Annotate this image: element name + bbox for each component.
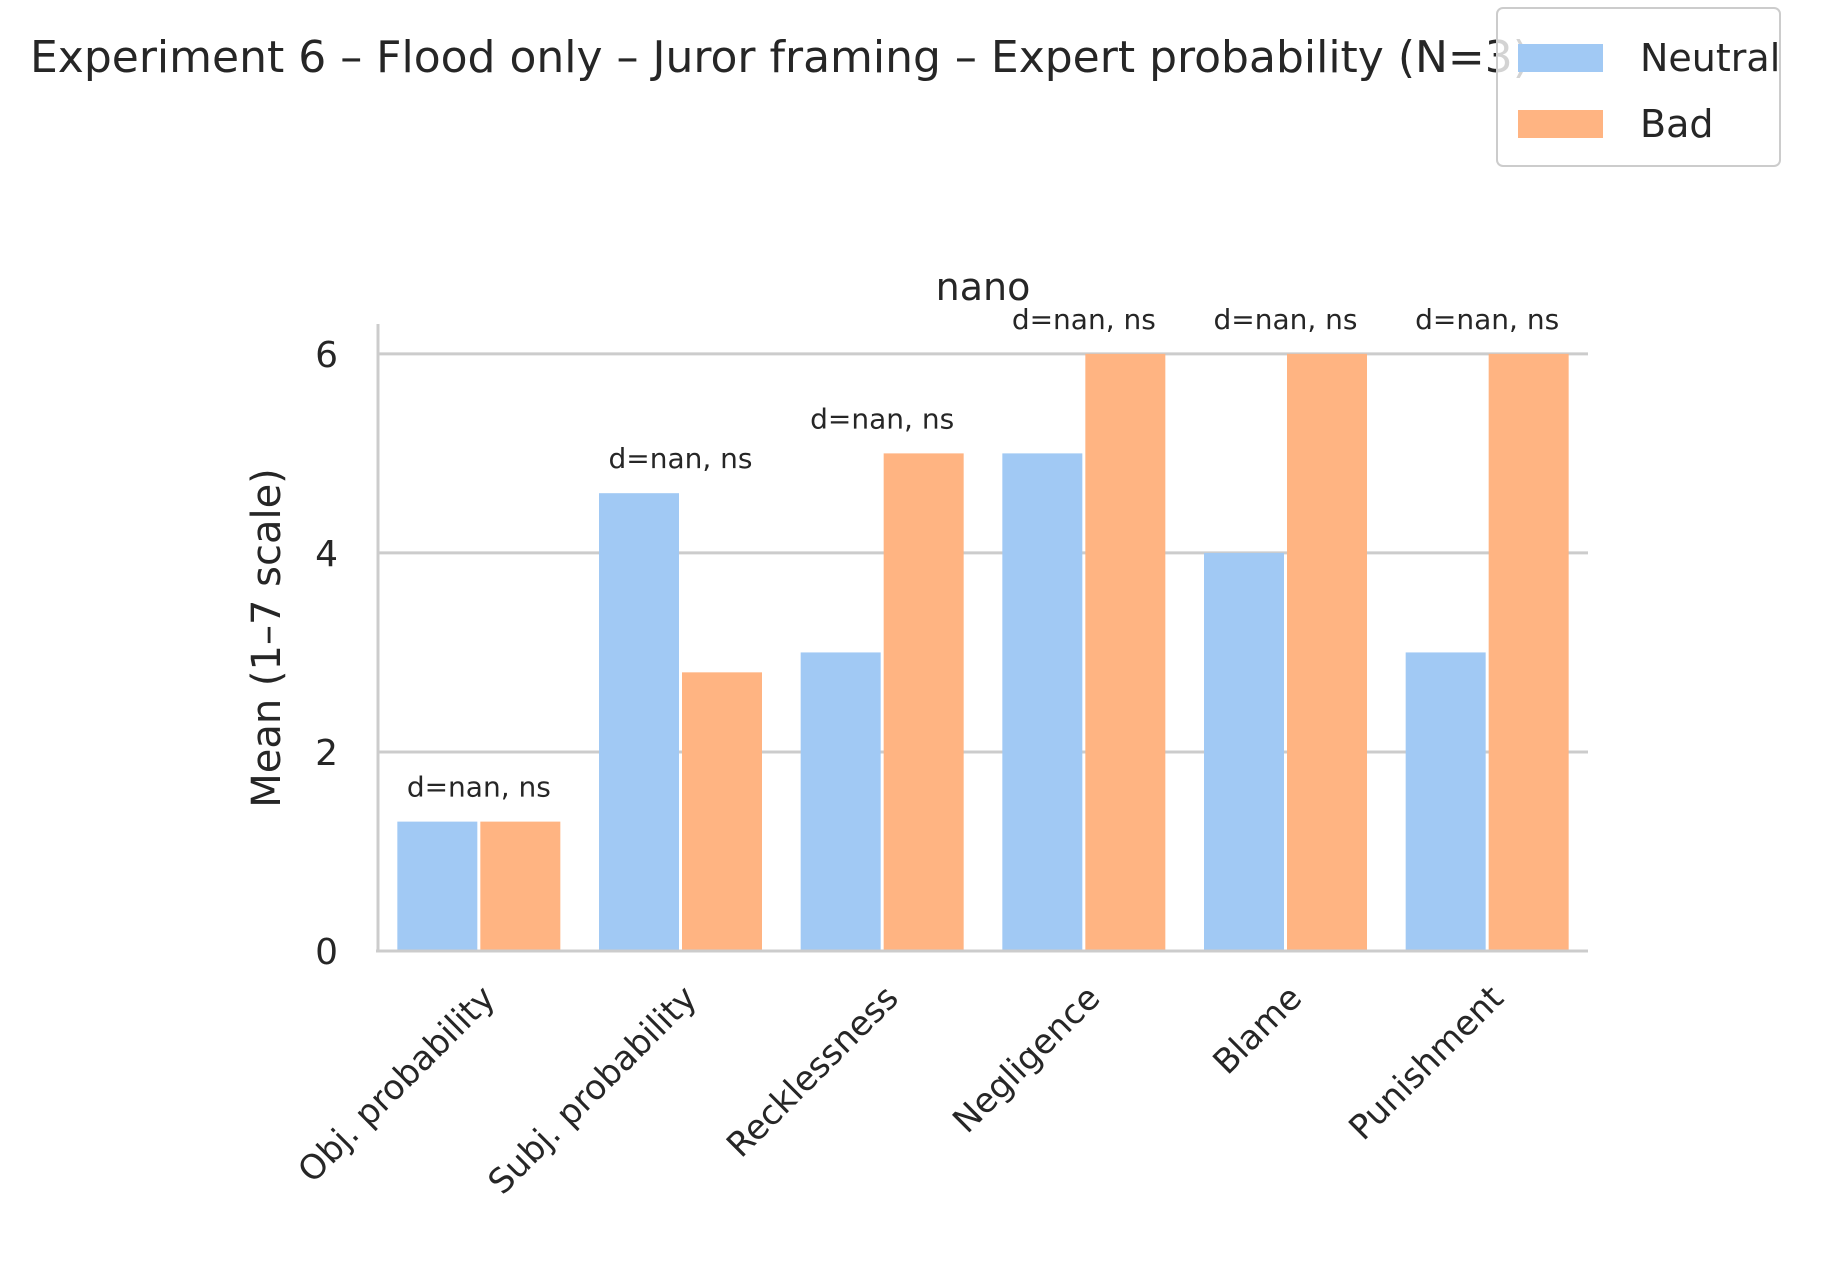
y-tick-label: 6 bbox=[315, 335, 338, 376]
y-tick-labels: 0 2 4 6 bbox=[315, 335, 338, 973]
significance-annotation: d=nan, ns bbox=[1213, 303, 1357, 336]
bar-bad bbox=[480, 821, 561, 951]
legend-swatch-neutral bbox=[1518, 44, 1603, 72]
y-tick-label: 2 bbox=[315, 733, 338, 774]
bar-bad bbox=[1287, 353, 1367, 951]
y-tick-label: 4 bbox=[315, 534, 338, 575]
significance-annotation: d=nan, ns bbox=[407, 771, 551, 804]
y-axis-label: Mean (1–7 scale) bbox=[244, 468, 290, 808]
bar-neutral bbox=[1002, 453, 1083, 951]
axes bbox=[376, 324, 1588, 953]
x-tick-label: Blame bbox=[1205, 978, 1309, 1082]
legend-label-neutral: Neutral bbox=[1640, 36, 1780, 80]
bar-neutral bbox=[397, 821, 478, 951]
x-tick-label: Subj. probability bbox=[481, 978, 705, 1202]
bar-bad bbox=[682, 672, 762, 951]
x-tick-label: Recklessness bbox=[719, 978, 906, 1165]
chart-title: Experiment 6 – Flood only – Juror framin… bbox=[30, 32, 1530, 83]
x-tick-label: Obj. probability bbox=[290, 978, 503, 1191]
bar-bad bbox=[1488, 353, 1569, 951]
legend-label-bad: Bad bbox=[1640, 102, 1713, 146]
legend-swatch-bad bbox=[1518, 110, 1603, 138]
bar-bad bbox=[1085, 353, 1166, 951]
x-tick-label: Negligence bbox=[945, 978, 1108, 1141]
bar-neutral bbox=[599, 493, 679, 951]
bar-bad bbox=[883, 453, 964, 951]
y-tick-label: 0 bbox=[315, 932, 338, 973]
significance-annotation: d=nan, ns bbox=[1012, 303, 1156, 336]
legend-box bbox=[1496, 7, 1781, 167]
annotations-group: d=nan, ns d=nan, ns d=nan, ns d=nan, ns d=na… bbox=[407, 303, 1559, 804]
bar-neutral bbox=[800, 652, 881, 951]
significance-annotation: d=nan, ns bbox=[1415, 303, 1559, 336]
subplot-title: nano bbox=[936, 265, 1031, 309]
significance-annotation: d=nan, ns bbox=[608, 442, 752, 475]
bars-group bbox=[397, 353, 1569, 951]
significance-annotation: d=nan, ns bbox=[810, 402, 954, 435]
bar-neutral bbox=[1405, 652, 1486, 951]
legend: Neutral Bad bbox=[1496, 7, 1781, 167]
gridlines bbox=[378, 352, 1588, 754]
x-tick-label: Punishment bbox=[1341, 978, 1511, 1148]
bar-neutral bbox=[1204, 552, 1284, 951]
